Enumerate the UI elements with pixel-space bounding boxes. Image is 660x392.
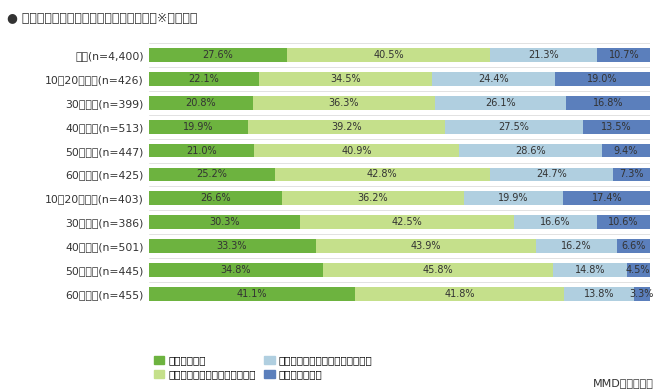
Text: 6.6%: 6.6% (621, 241, 645, 251)
Text: 25.2%: 25.2% (196, 169, 227, 180)
Text: 7.3%: 7.3% (620, 169, 644, 180)
Text: 16.8%: 16.8% (593, 98, 623, 108)
Text: 22.1%: 22.1% (189, 74, 219, 84)
Text: 16.2%: 16.2% (561, 241, 591, 251)
Bar (148, 120, 248, 134)
Bar (490, 167, 614, 181)
Bar (148, 191, 282, 205)
Text: 21.3%: 21.3% (528, 50, 559, 60)
Bar (513, 215, 597, 229)
Bar (248, 120, 445, 134)
Bar (445, 120, 583, 134)
Text: 19.9%: 19.9% (183, 122, 214, 132)
Text: 27.6%: 27.6% (203, 50, 233, 60)
Bar (148, 239, 315, 253)
Text: 10.7%: 10.7% (609, 50, 639, 60)
Text: 33.3%: 33.3% (216, 241, 248, 251)
Bar (634, 287, 650, 301)
Bar (553, 263, 627, 277)
Bar (148, 167, 275, 181)
Text: 45.8%: 45.8% (422, 265, 453, 275)
Text: 4.5%: 4.5% (626, 265, 651, 275)
Text: 24.7%: 24.7% (536, 169, 567, 180)
Bar (490, 48, 597, 62)
Bar (148, 96, 253, 110)
Text: 40.5%: 40.5% (373, 50, 404, 60)
Bar (555, 72, 650, 86)
Bar (148, 263, 323, 277)
Bar (564, 287, 634, 301)
Text: 30.3%: 30.3% (209, 217, 240, 227)
Bar (148, 143, 254, 158)
Text: 19.0%: 19.0% (587, 74, 618, 84)
Text: 24.4%: 24.4% (478, 74, 509, 84)
Bar (354, 287, 564, 301)
Text: ● ネット上の金融取引に不安を感じるか　※性年代別: ● ネット上の金融取引に不安を感じるか ※性年代別 (7, 12, 197, 25)
Text: 34.5%: 34.5% (331, 74, 361, 84)
Bar (459, 143, 603, 158)
Text: 20.8%: 20.8% (185, 98, 216, 108)
Text: 9.4%: 9.4% (614, 145, 638, 156)
Bar (627, 263, 649, 277)
Text: 13.5%: 13.5% (601, 122, 632, 132)
Text: 36.2%: 36.2% (358, 193, 388, 203)
Bar (148, 215, 300, 229)
Text: 36.3%: 36.3% (329, 98, 359, 108)
Bar (148, 72, 259, 86)
Bar (435, 96, 566, 110)
Bar (564, 191, 651, 205)
Text: 41.8%: 41.8% (444, 289, 475, 299)
Bar (597, 48, 651, 62)
Text: 17.4%: 17.4% (591, 193, 622, 203)
Text: 13.8%: 13.8% (583, 289, 614, 299)
Bar (253, 96, 435, 110)
Bar (617, 239, 650, 253)
Text: 40.9%: 40.9% (341, 145, 372, 156)
Bar (323, 263, 553, 277)
Text: 3.3%: 3.3% (630, 289, 654, 299)
Text: 28.6%: 28.6% (515, 145, 546, 156)
Bar (148, 48, 287, 62)
Text: 27.5%: 27.5% (498, 122, 529, 132)
Bar (148, 287, 354, 301)
Text: 43.9%: 43.9% (411, 241, 441, 251)
Text: 42.5%: 42.5% (391, 217, 422, 227)
Text: 39.2%: 39.2% (331, 122, 362, 132)
Bar (259, 72, 432, 86)
Text: 26.1%: 26.1% (485, 98, 515, 108)
Bar (254, 143, 459, 158)
Text: 41.1%: 41.1% (236, 289, 267, 299)
Bar (566, 96, 650, 110)
Text: 42.8%: 42.8% (367, 169, 397, 180)
Bar (287, 48, 490, 62)
Bar (463, 191, 564, 205)
Text: 14.8%: 14.8% (575, 265, 605, 275)
Text: 16.6%: 16.6% (540, 217, 570, 227)
Bar (300, 215, 513, 229)
Bar (583, 120, 651, 134)
Bar (315, 239, 536, 253)
Bar (603, 143, 649, 158)
Bar (275, 167, 490, 181)
Bar (597, 215, 650, 229)
Bar (282, 191, 463, 205)
Text: 34.8%: 34.8% (220, 265, 251, 275)
Text: 19.9%: 19.9% (498, 193, 529, 203)
Bar (432, 72, 555, 86)
Bar (536, 239, 617, 253)
Text: 26.6%: 26.6% (200, 193, 230, 203)
Text: 10.6%: 10.6% (609, 217, 639, 227)
Text: MMD研究所調べ: MMD研究所調べ (593, 378, 653, 388)
Text: 21.0%: 21.0% (186, 145, 216, 156)
Legend: 不安を感じる, どちらかというと不安を感じる, どちらかというと不安を感じない, 不安を感じない: 不安を感じる, どちらかというと不安を感じる, どちらかというと不安を感じない,… (154, 355, 372, 379)
Bar (614, 167, 650, 181)
